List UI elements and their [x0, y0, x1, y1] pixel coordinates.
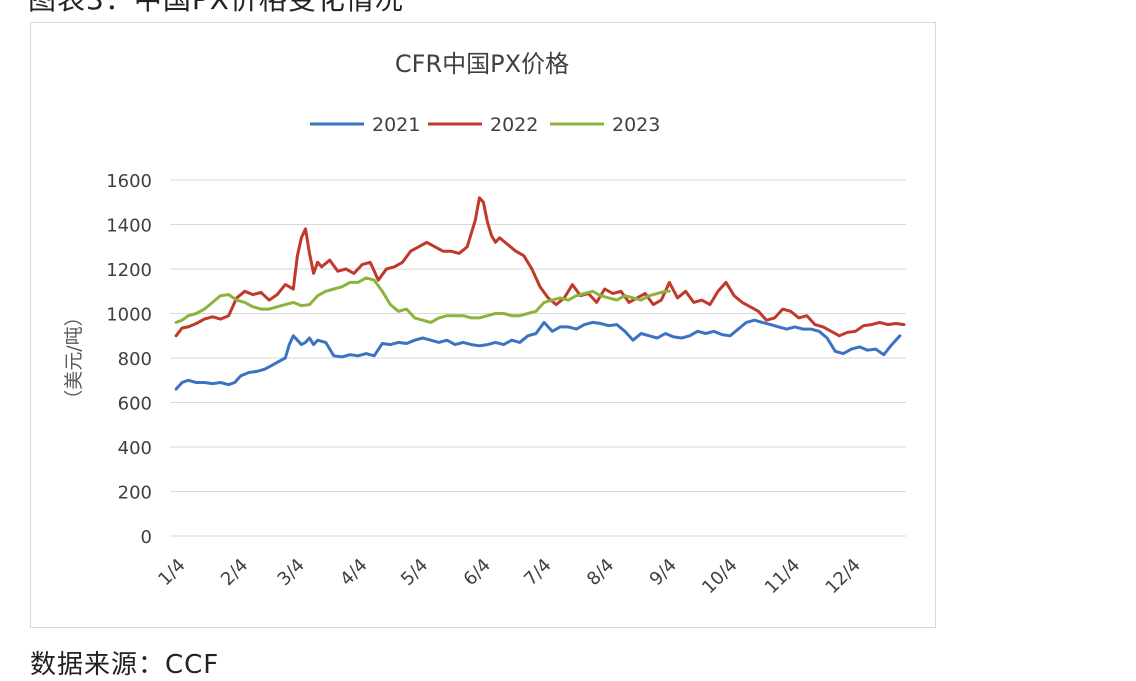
x-tick-label: 8/4 — [583, 555, 618, 590]
source-note: 数据来源：CCF — [30, 650, 220, 680]
y-tick-label: 1400 — [106, 216, 152, 237]
x-tick-label: 11/4 — [761, 555, 804, 598]
y-tick-label: 800 — [118, 349, 152, 370]
legend-label-2021: 2021 — [372, 114, 420, 136]
y-axis-ticks: 0 200 400 600 800 1000 1200 1400 1600 — [106, 171, 152, 548]
x-tick-label: 10/4 — [698, 555, 741, 598]
y-tick-label: 200 — [118, 483, 152, 504]
y-tick-label: 0 — [141, 527, 152, 548]
x-tick-label: 12/4 — [822, 555, 865, 598]
x-tick-label: 7/4 — [520, 555, 555, 590]
series-line-2021 — [174, 318, 902, 391]
legend-label-2022: 2022 — [490, 114, 538, 136]
chart-container — [30, 22, 936, 628]
x-tick-label: 6/4 — [460, 555, 495, 590]
y-tick-label: 400 — [118, 438, 152, 459]
px-price-line-chart: CFR中国PX价格 2021 2022 2023 0 200 400 600 800 1000… — [63, 50, 906, 598]
chart-series — [174, 196, 906, 391]
x-tick-label: 9/4 — [646, 555, 681, 590]
series-line-2023 — [174, 276, 671, 324]
chart-grid — [170, 179, 906, 537]
y-tick-label: 1000 — [106, 305, 152, 326]
x-tick-label: 1/4 — [154, 555, 189, 590]
x-tick-label: 5/4 — [397, 555, 432, 590]
legend-label-2023: 2023 — [612, 114, 660, 136]
x-tick-label: 2/4 — [217, 555, 252, 590]
series-line-2022 — [174, 196, 906, 338]
y-tick-label: 600 — [118, 394, 152, 415]
x-axis-ticks: 1/4 2/4 3/4 4/4 5/4 6/4 7/4 8/4 9/4 10/4 11/4 12/4 — [154, 555, 865, 598]
x-tick-label: 4/4 — [336, 555, 371, 590]
y-axis-label: （美元/吨） — [63, 307, 85, 408]
chart-legend: 2021 2022 2023 — [310, 114, 660, 136]
chart-title: CFR中国PX价格 — [395, 50, 569, 78]
page-header: 图表3：中国PX价格变化情况 — [28, 0, 404, 18]
y-tick-label: 1600 — [106, 171, 152, 192]
x-tick-label: 3/4 — [274, 555, 309, 590]
y-tick-label: 1200 — [106, 260, 152, 281]
